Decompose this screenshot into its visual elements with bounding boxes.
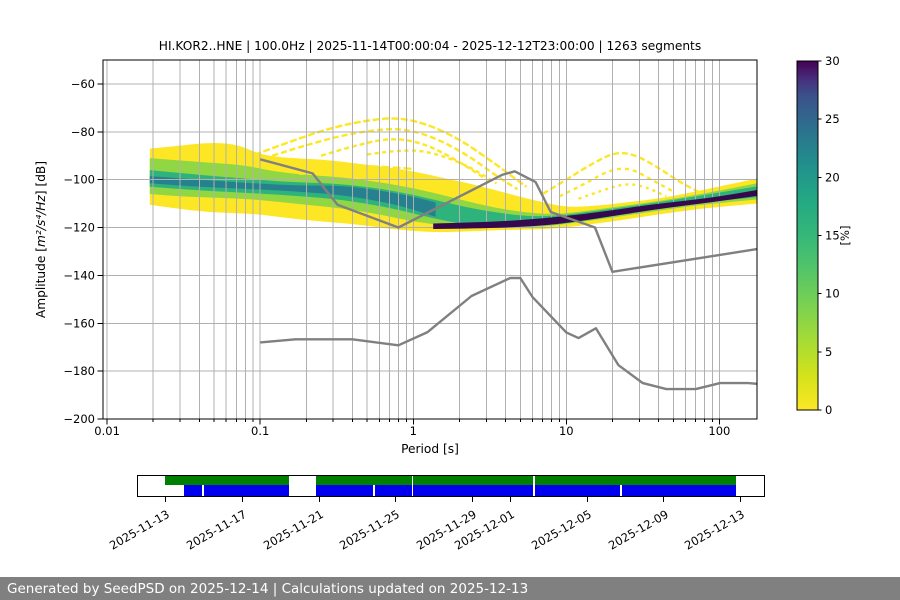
y-tick-label: −60 (71, 77, 95, 91)
outlier-curve-6 (578, 183, 667, 200)
timeline-tick-mark (318, 497, 320, 502)
y-tick-label: −100 (63, 173, 95, 187)
date-tick-label: 2025-12-13 (682, 507, 748, 553)
colorbar-tick-label: 10 (825, 287, 840, 301)
y-tick-label: −160 (63, 316, 95, 330)
outlier-curve-5 (558, 167, 674, 198)
timeline-tick-mark (471, 497, 473, 502)
colorbar-tick-label: 25 (825, 112, 840, 126)
timeline-psd-segment (184, 485, 203, 496)
timeline-tick-mark (241, 497, 243, 502)
y-axis-label: Amplitude [m²/s⁴/Hz] [dB] (34, 161, 48, 318)
timeline-tick-mark (586, 497, 588, 502)
date-tick-label: 2025-11-25 (337, 507, 403, 553)
axes-frame (102, 59, 758, 420)
y-tick-label: −120 (63, 221, 95, 235)
colorbar-label: [%] (838, 226, 852, 246)
timeline-availability-segment (165, 476, 290, 485)
colorbar-tick-label: 5 (825, 345, 832, 359)
outlier-curve-4 (541, 151, 701, 196)
footer-text: Generated by SeedPSD on 2025-12-14 | Cal… (7, 580, 529, 597)
outlier-curve-7 (282, 164, 414, 171)
y-tick-label: −200 (63, 412, 95, 426)
timeline-tick-mark (395, 497, 397, 502)
timeline-psd-segment (374, 485, 412, 496)
y-tick-label: −180 (63, 364, 95, 378)
x-axis-label: Period [s] (401, 442, 459, 456)
timeline-psd-segment (412, 485, 534, 496)
coverage-timeline (137, 475, 765, 497)
date-tick-label: 2025-12-05 (528, 507, 594, 553)
date-tick-label: 2025-12-09 (605, 507, 671, 553)
date-tick-label: 2025-11-17 (184, 507, 249, 553)
date-tick-label: 2025-11-21 (260, 507, 326, 553)
plot-title: HI.KOR2..HNE | 100.0Hz | 2025-11-14T00:0… (158, 39, 702, 53)
outlier-curve-3 (367, 149, 498, 185)
colorbar-tick-label: 0 (825, 403, 832, 417)
x-tick-label: 0.01 (94, 424, 120, 438)
x-tick-label: 1 (410, 424, 417, 438)
timeline-tick-mark (740, 497, 742, 502)
y-tick-label: −140 (63, 268, 95, 282)
colorbar (797, 61, 818, 410)
outlier-curve-1 (271, 127, 519, 191)
x-tick-label: 10 (559, 424, 574, 438)
y-tick-label: −80 (71, 125, 95, 139)
timeline-availability-segment (315, 476, 412, 485)
outlier-curve-2 (320, 138, 492, 184)
colorbar-tick-label: 20 (825, 170, 840, 184)
histogram-band-core-mode-band (149, 176, 436, 217)
timeline-psd-segment (315, 485, 374, 496)
timeline-psd-segment (621, 485, 736, 496)
x-tick-label: 100 (708, 424, 730, 438)
colorbar-tick-label: 30 (825, 54, 840, 68)
timeline-availability-segment (535, 476, 736, 485)
timeline-tick-mark (663, 497, 665, 502)
timeline-tick-mark (165, 497, 167, 502)
date-tick-label: 2025-11-13 (107, 507, 173, 553)
timeline-psd-segment (203, 485, 290, 496)
footer-bar: Generated by SeedPSD on 2025-12-14 | Cal… (0, 577, 900, 600)
nhnm-noise-model-line (259, 158, 758, 273)
timeline-psd-segment (535, 485, 620, 496)
colorbar-tick-label: 15 (825, 229, 840, 243)
nlnm-noise-model-line (260, 276, 758, 391)
ppsd-plot-canvas: 0.01 0.1 1 10 100−60−80−100−120−140−160−180−… (34, 54, 852, 456)
histogram-band-peak-probability-ridge (433, 190, 757, 229)
timeline-availability-segment (412, 476, 534, 485)
x-tick-label: 0.1 (251, 424, 269, 438)
timeline-tick-mark (510, 497, 512, 502)
